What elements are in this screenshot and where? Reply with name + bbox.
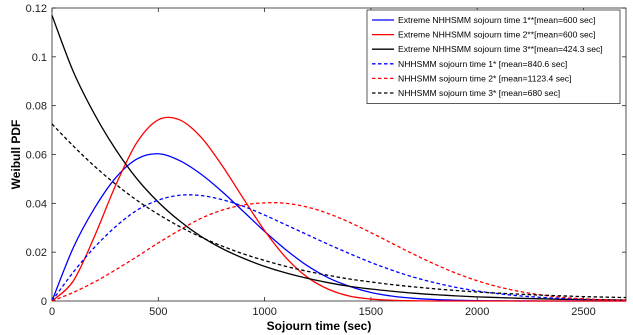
legend-entry: Extreme NHHSMM sojourn time 3**[mean=424… [398,44,603,54]
series-line-6 [51,123,627,299]
y-tick-label: 0.1 [32,52,47,64]
legend: Extreme NHHSMM sojourn time 1**[mean=600… [366,9,621,104]
legend-entry: NHHSMM sojourn time 1* [mean=840.6 sec] [398,59,567,69]
y-tick-label: 0.08 [26,101,47,113]
series-lines [51,15,627,302]
series-line-5 [51,202,627,302]
y-axis-label: Weibull PDF [9,120,23,190]
x-tick-label: 1000 [252,306,276,318]
y-tick-label: 0.04 [26,198,47,210]
y-tick-label: 0.06 [26,150,47,162]
y-tick-label: 0.02 [26,247,47,259]
series-line-3 [51,15,627,301]
y-axis-ticks: 0 0.02 0.04 0.06 0.08 0.1 0.12 [26,3,626,308]
legend-entry: NHHSMM sojourn time 2* [mean=1123.4 sec] [398,73,571,83]
legend-entry: Extreme NHHSMM sojourn time 1**[mean=600… [398,15,596,25]
x-tick-label: 500 [149,306,167,318]
y-tick-label: 0.12 [26,3,47,15]
legend-entry: Extreme NHHSMM sojourn time 2**[mean=600… [398,30,596,40]
y-tick-label: 0 [41,296,47,308]
legend-box [366,9,621,104]
x-tick-label: 1500 [359,306,383,318]
legend-entry: NHHSMM sojourn time 3* [mean=680 sec] [398,88,560,98]
x-tick-label: 2500 [571,306,595,318]
series-line-2 [51,116,626,302]
x-tick-label: 0 [49,306,55,318]
x-axis-label: Sojourn time (sec) [267,319,372,333]
x-tick-label: 2000 [465,306,489,318]
